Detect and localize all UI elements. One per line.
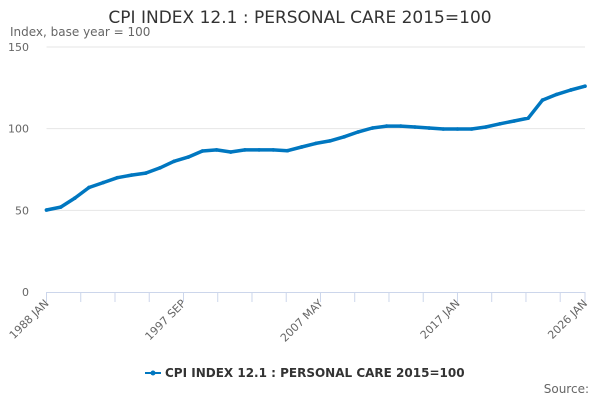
data-point bbox=[328, 139, 332, 143]
data-point bbox=[200, 149, 205, 153]
data-point bbox=[143, 171, 148, 175]
source-label: Source: bbox=[543, 382, 589, 396]
data-point bbox=[413, 125, 417, 129]
data-point bbox=[115, 175, 120, 180]
data-point bbox=[469, 127, 474, 131]
data-point bbox=[554, 92, 559, 97]
data-point bbox=[569, 88, 573, 92]
x-tick-label: 2007 MAY bbox=[278, 297, 326, 345]
data-point bbox=[228, 150, 233, 154]
y-tick-label: 150 bbox=[8, 41, 29, 54]
data-point bbox=[540, 98, 545, 102]
x-tick-label: 1988 JAN bbox=[7, 297, 52, 342]
x-tick-label: 2017 JAN bbox=[418, 297, 463, 342]
data-point bbox=[356, 130, 361, 134]
series-line bbox=[44, 84, 587, 212]
data-point bbox=[484, 125, 488, 129]
data-point bbox=[498, 121, 502, 126]
data-point bbox=[427, 126, 431, 130]
y-axis-label: Index, base year = 100 bbox=[10, 25, 151, 39]
data-point bbox=[101, 180, 105, 185]
data-point bbox=[398, 124, 403, 128]
data-point bbox=[87, 185, 91, 190]
data-point bbox=[271, 148, 276, 152]
data-point bbox=[73, 196, 77, 200]
data-point bbox=[512, 119, 516, 123]
data-point bbox=[384, 124, 389, 128]
data-point bbox=[342, 135, 346, 139]
data-point bbox=[257, 148, 261, 152]
data-point bbox=[455, 127, 460, 131]
data-point bbox=[313, 141, 318, 146]
data-point bbox=[370, 126, 375, 130]
legend-label[interactable]: CPI INDEX 12.1 : PERSONAL CARE 2015=100 bbox=[165, 366, 465, 380]
legend-marker-icon bbox=[150, 370, 156, 376]
data-point bbox=[186, 155, 191, 159]
data-point bbox=[58, 205, 63, 209]
data-point bbox=[158, 166, 162, 170]
data-point bbox=[285, 148, 290, 153]
data-point bbox=[172, 159, 176, 164]
y-tick-label: 100 bbox=[8, 123, 29, 136]
data-point bbox=[441, 127, 446, 131]
data-point bbox=[583, 84, 587, 88]
y-tick-label: 50 bbox=[15, 204, 29, 217]
y-tick-label: 0 bbox=[22, 286, 29, 299]
data-point bbox=[129, 173, 134, 177]
data-point bbox=[526, 116, 531, 120]
data-point bbox=[214, 148, 219, 152]
chart-title: CPI INDEX 12.1 : PERSONAL CARE 2015=100 bbox=[108, 8, 492, 28]
x-tick-label: 1997 SEP bbox=[143, 297, 189, 343]
data-point bbox=[243, 148, 247, 152]
data-point bbox=[299, 145, 304, 149]
data-point bbox=[44, 208, 49, 212]
x-tick-label: 2026 JAN bbox=[545, 297, 590, 342]
